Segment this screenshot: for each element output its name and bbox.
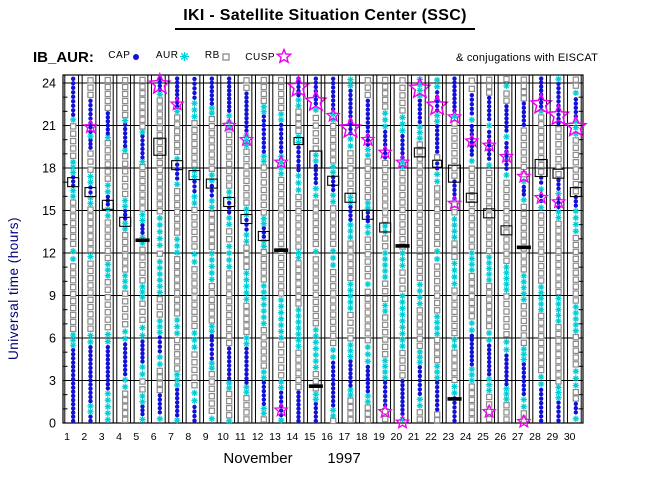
svg-text:27: 27 [512,431,524,443]
legend-item-label: CUSP [245,52,276,63]
legend-dataset-label: IB_AUR: [33,49,94,66]
svg-text:11: 11 [235,431,246,443]
cusp-star-icon [275,47,293,67]
svg-text:23: 23 [442,431,454,443]
eiscat-conjugations-note: & conjugations with EISCAT [456,52,598,64]
svg-text:15: 15 [304,431,316,443]
svg-text:25: 25 [477,431,489,443]
svg-text:7: 7 [168,431,174,443]
svg-text:6: 6 [49,332,56,346]
svg-text:20: 20 [390,431,402,443]
svg-text:4: 4 [116,431,122,443]
svg-text:9: 9 [49,289,56,303]
svg-text:12: 12 [252,431,264,443]
svg-text:8: 8 [185,431,191,443]
rb-square-icon [221,52,231,65]
legend-item-cap: CAP [108,50,141,61]
svg-text:30: 30 [564,431,576,443]
svg-text:3: 3 [49,374,56,388]
svg-text:10: 10 [217,431,229,443]
svg-text:1: 1 [64,431,70,443]
svg-text:28: 28 [529,431,541,443]
svg-text:21: 21 [408,431,420,443]
svg-text:November: November [223,450,292,467]
legend-item-label: CAP [108,50,131,61]
svg-text:3: 3 [99,431,105,443]
svg-text:5: 5 [133,431,139,443]
legend-item-label: RB [204,50,220,61]
svg-text:14: 14 [286,431,298,443]
legend-item-cusp: CUSP [245,47,293,64]
legend-item-rb: RB [205,50,231,61]
svg-text:15: 15 [42,204,56,218]
title-wrap: IKI - Satellite Situation Center (SSC) [0,7,650,30]
legend-item-aur: AUR [156,50,191,61]
svg-text:24: 24 [460,431,472,443]
svg-text:2: 2 [81,431,87,443]
legend-row: IB_AUR: CAP AUR RB CUSP [33,47,293,68]
svg-text:12: 12 [42,247,56,261]
svg-text:6: 6 [151,431,157,443]
cap-dot-icon [131,52,141,65]
svg-text:26: 26 [494,431,506,443]
svg-text:13: 13 [269,431,281,443]
svg-text:21: 21 [42,119,56,133]
svg-text:18: 18 [356,431,368,443]
svg-text:9: 9 [203,431,209,443]
svg-text:22: 22 [425,431,437,443]
svg-text:1997: 1997 [327,450,360,467]
page-title: IKI - Satellite Situation Center (SSC) [175,7,475,30]
svg-text:24: 24 [42,77,56,91]
aur-asterisk-icon [179,51,190,65]
svg-text:19: 19 [373,431,385,443]
svg-text:29: 29 [546,431,558,443]
svg-text:16: 16 [321,431,333,443]
svg-text:18: 18 [42,162,56,176]
svg-text:0: 0 [49,417,56,431]
legend-item-label: AUR [155,50,179,61]
svg-text:17: 17 [338,431,350,443]
